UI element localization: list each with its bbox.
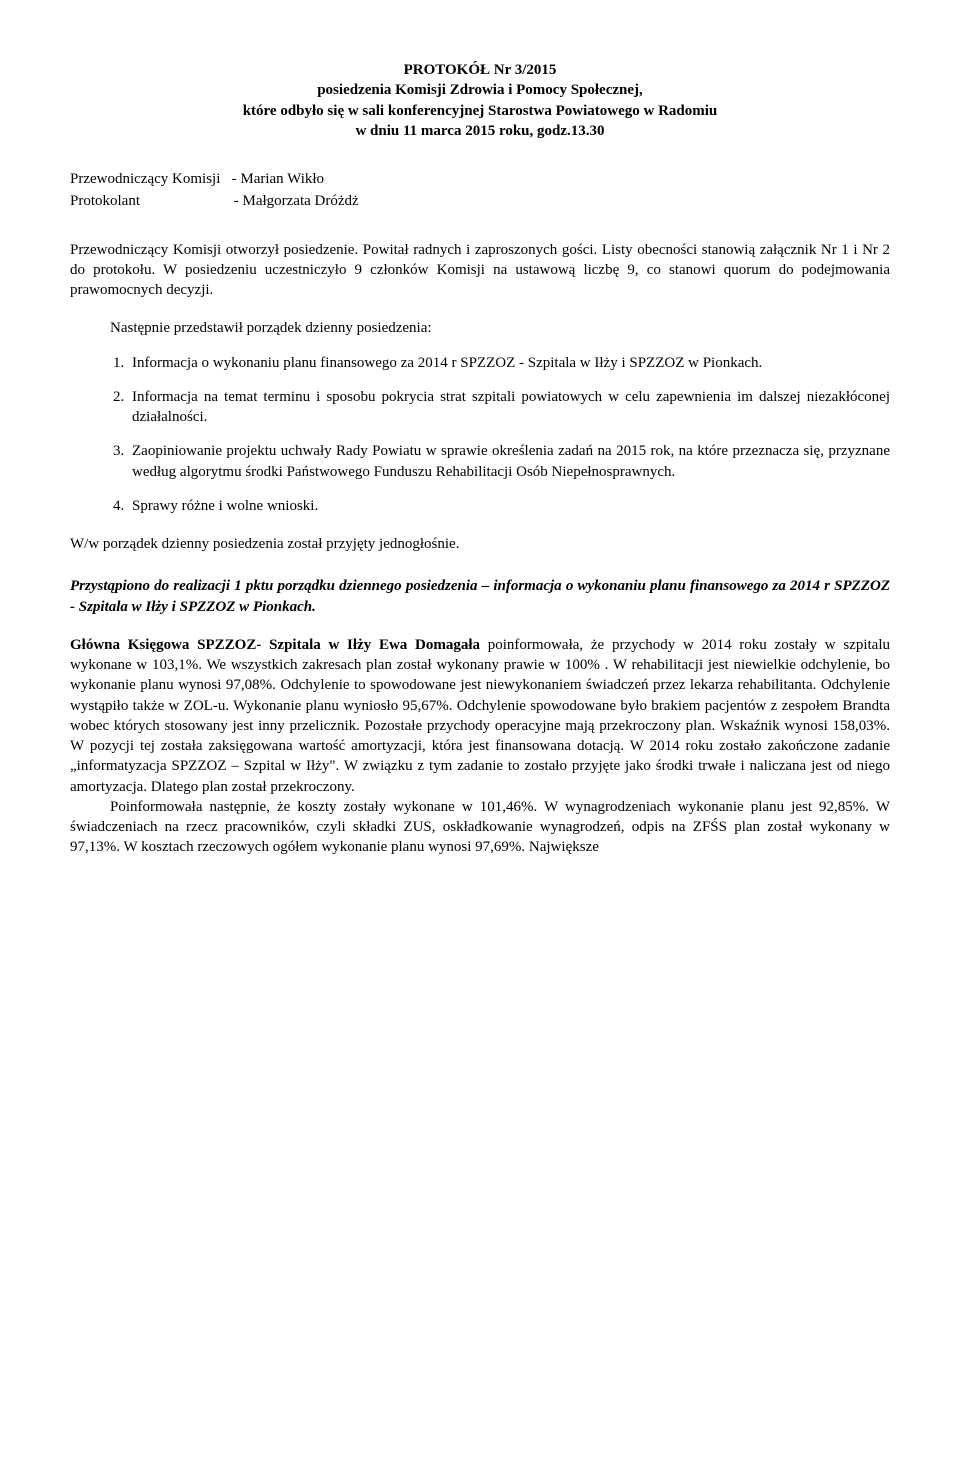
header-line-3: które odbyło się w sali konferencyjnej S… [70, 101, 890, 121]
section-title: Przystąpiono do realizacji 1 pktu porząd… [70, 576, 890, 617]
agenda-intro: Następnie przedstawił porządek dzienny p… [110, 318, 890, 338]
agenda-item: Informacja o wykonaniu planu finansowego… [128, 353, 890, 373]
intro-paragraph: Przewodniczący Komisji otworzył posiedze… [70, 240, 890, 301]
body-paragraph-1: Główna Księgowa SPZZOZ- Szpitala w Iłży … [70, 635, 890, 797]
leader-label-clerk: Protokolant [70, 193, 140, 209]
header-line-4: w dniu 11 marca 2015 roku, godz.13.30 [70, 121, 890, 141]
document-header: PROTOKÓŁ Nr 3/2015 posiedzenia Komisji Z… [70, 60, 890, 141]
body-paragraph-2: Poinformowała następnie, że koszty zosta… [70, 797, 890, 858]
agenda-item: Zaopiniowanie projektu uchwały Rady Powi… [128, 441, 890, 482]
leader-value-clerk: - Małgorzata Dróżdż [234, 193, 359, 209]
header-line-1: PROTOKÓŁ Nr 3/2015 [70, 60, 890, 80]
adopted-line: W/w porządek dzienny posiedzenia został … [70, 534, 890, 554]
leader-row-chair: Przewodniczący Komisji - Marian Wikło [70, 169, 890, 189]
leader-label-chair: Przewodniczący Komisji [70, 171, 220, 187]
leader-value-chair: - Marian Wikło [232, 171, 324, 187]
leader-row-clerk: Protokolant - Małgorzata Dróżdż [70, 191, 890, 211]
agenda-list: Informacja o wykonaniu planu finansowego… [70, 353, 890, 517]
body-lead: Główna Księgowa SPZZOZ- Szpitala w Iłży … [70, 637, 488, 653]
agenda-item: Sprawy różne i wolne wnioski. [128, 496, 890, 516]
body-text-1: poinformowała, że przychody w 2014 roku … [70, 637, 890, 795]
leaders-block: Przewodniczący Komisji - Marian Wikło Pr… [70, 169, 890, 212]
header-line-2: posiedzenia Komisji Zdrowia i Pomocy Spo… [70, 80, 890, 100]
agenda-item: Informacja na temat terminu i sposobu po… [128, 387, 890, 428]
